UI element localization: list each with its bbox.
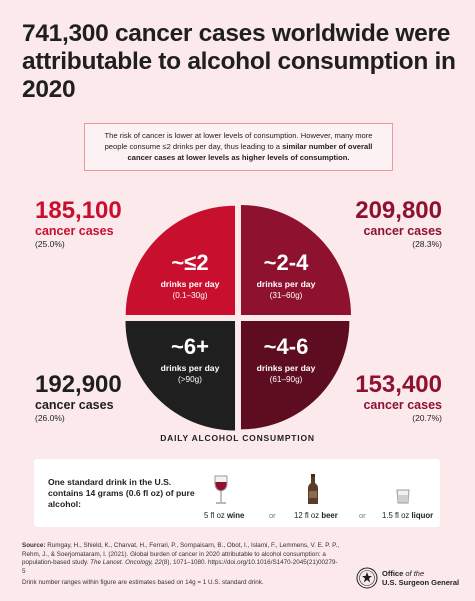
- slice-range-le2: (0.1–30g): [172, 291, 207, 300]
- note-bold: similar number of overall cancer cases a…: [127, 142, 373, 162]
- stat-6plus-value: 192,900: [35, 371, 122, 398]
- shot-glass-icon: [396, 489, 410, 504]
- wine-item: 5 fl oz wine: [204, 473, 244, 520]
- stat-le2-label: cancer cases: [35, 224, 114, 238]
- slice-range-6plus: (>90g): [178, 375, 202, 384]
- pie-slice-4to6: [240, 320, 350, 430]
- slice-label-4to6: ~4-6: [264, 334, 309, 359]
- stat-6plus: 192,900 cancer cases (26.0%): [35, 372, 122, 424]
- source-journal: The Lancet. Oncology, 22: [90, 559, 162, 567]
- pie-slice-2to4: [240, 205, 351, 316]
- stat-4to6: 153,400 cancer cases (20.7%): [300, 372, 442, 424]
- slice-label-6plus: ~6+: [171, 334, 209, 359]
- pie-slice-le2: [125, 205, 236, 316]
- slice-range-2to4: (31–60g): [270, 291, 303, 300]
- liquor-amount: 1.5 fl oz: [382, 511, 410, 520]
- standard-drink-text: One standard drink in the U.S. contains …: [48, 477, 195, 509]
- slice-sub-4to6: drinks per day: [257, 363, 316, 373]
- stat-2to4: 209,800 cancer cases (28.3%): [300, 198, 442, 250]
- or-separator-1: or: [269, 511, 276, 520]
- stat-4to6-percent: (20.7%): [412, 413, 442, 423]
- stat-2to4-label: cancer cases: [363, 224, 442, 238]
- stat-2to4-value: 209,800: [355, 197, 442, 224]
- seal-icon: [356, 567, 378, 589]
- stat-le2-percent: (25.0%): [35, 239, 65, 249]
- wine-label: wine: [226, 511, 245, 520]
- source-label: Source:: [22, 542, 46, 549]
- liquor-item: 1.5 fl oz liquor: [382, 473, 433, 520]
- beer-bottle-icon: [308, 474, 318, 504]
- standard-drink-panel: One standard drink in the U.S. contains …: [34, 459, 440, 527]
- slice-sub-2to4: drinks per day: [257, 279, 316, 289]
- stat-6plus-percent: (26.0%): [35, 413, 65, 423]
- source-citation: Source: Rumgay, H., Shield, K., Charvat,…: [22, 542, 340, 587]
- x-axis-title: DAILY ALCOHOL CONSUMPTION: [160, 433, 315, 443]
- slice-sub-le2: drinks per day: [161, 279, 220, 289]
- slice-range-4to6: (61–90g): [270, 375, 303, 384]
- surgeon-general-logo: Office of the U.S. Surgeon General: [356, 567, 466, 591]
- slice-label-le2: ~≤2: [171, 250, 208, 275]
- source-footnote: Drink number ranges within figure are es…: [22, 579, 264, 587]
- stat-le2-value: 185,100: [35, 197, 122, 224]
- or-separator-2: or: [359, 511, 366, 520]
- page-title: 741,300 cancer cases worldwide were attr…: [22, 20, 456, 103]
- beer-amount: 12 fl oz: [294, 511, 320, 520]
- pie-slice-6plus: [125, 320, 236, 431]
- stat-2to4-percent: (28.3%): [412, 239, 442, 249]
- stat-4to6-value: 153,400: [355, 371, 442, 398]
- stat-4to6-label: cancer cases: [363, 398, 442, 412]
- slice-sub-6plus: drinks per day: [161, 363, 220, 373]
- stat-6plus-label: cancer cases: [35, 398, 114, 412]
- slice-label-2to4: ~2-4: [264, 250, 309, 275]
- wine-glass-icon: [214, 475, 228, 504]
- stat-le2: 185,100 cancer cases (25.0%): [35, 198, 122, 250]
- summary-note: The risk of cancer is lower at lower lev…: [84, 123, 393, 171]
- liquor-label: liquor: [411, 511, 434, 520]
- wine-amount: 5 fl oz: [204, 511, 225, 520]
- beer-item: 12 fl oz beer: [294, 473, 338, 520]
- beer-label: beer: [321, 511, 338, 520]
- note-text: The risk of cancer is lower at lower lev…: [104, 131, 373, 151]
- logo-text: Office of the U.S. Surgeon General: [382, 569, 460, 587]
